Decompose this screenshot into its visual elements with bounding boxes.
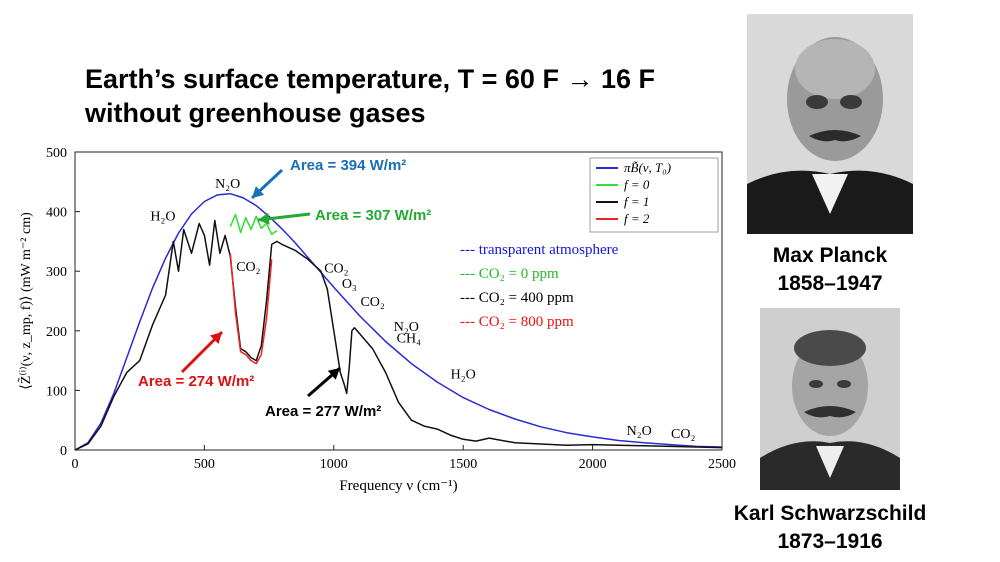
y-axis-label: ⟨Z̃⁽ⁱ⁾(ν, z_mp, f)⟩ (mW m⁻² cm) (17, 212, 34, 390)
band-label: CO₂ (360, 295, 384, 310)
portrait-max-planck (747, 14, 913, 234)
portrait-years: 1873–1916 (777, 530, 883, 553)
series-line-1 (229, 213, 278, 235)
portrait-karl-schwarzschild (760, 308, 900, 490)
series-line-0 (74, 192, 723, 451)
annotation-arrow-head (327, 368, 340, 380)
annotation-arrow-head (252, 186, 265, 198)
annotation-label: Area = 274 W/m² (138, 373, 254, 390)
legend-label: f = 0 (624, 177, 650, 192)
annotation-arrow-head (210, 332, 222, 344)
series-line-3 (229, 253, 273, 365)
text-legend-entry: --- CO₂ = 0 ppm (460, 266, 559, 282)
x-tick-label: 2000 (579, 457, 607, 472)
y-tick-label: 300 (46, 265, 67, 280)
band-label: O₃ (342, 277, 357, 292)
band-label: N₂O (215, 177, 240, 192)
legend-label: πB̃(ν, T₀) (624, 160, 671, 175)
legend-label: f = 2 (624, 211, 650, 226)
band-label: CO₂ (236, 260, 260, 275)
band-label: CH₄ (397, 332, 421, 347)
slide-title: Earth’s surface temperature, T = 60 F → … (85, 62, 655, 130)
x-tick-label: 0 (72, 457, 79, 472)
band-label: H₂O (150, 210, 175, 225)
x-tick-label: 1000 (320, 457, 348, 472)
x-tick-label: 2500 (708, 457, 736, 472)
annotation-label: Area = 307 W/m² (315, 207, 431, 224)
band-label: N₂O (627, 424, 652, 439)
plot-frame (74, 151, 723, 451)
annotation-label: Area = 277 W/m² (265, 403, 381, 420)
x-axis-label: Frequency ν (cm⁻¹) (339, 478, 457, 494)
title-part-2: 16 F (600, 64, 655, 94)
title-line-2: without greenhouse gases (85, 98, 426, 128)
x-tick-label: 500 (194, 457, 215, 472)
caption-karl-schwarzschild: Karl Schwarzschild 1873–1916 (700, 500, 960, 556)
text-legend-entry: --- transparent atmosphere (460, 242, 619, 258)
legend-label: f = 1 (624, 194, 649, 209)
annotation-label: Area = 394 W/m² (290, 157, 406, 174)
band-label: CO₂ (324, 261, 348, 276)
y-tick-label: 0 (60, 444, 67, 459)
band-label: N₂O (394, 320, 419, 335)
caption-max-planck: Max Planck 1858–1947 (745, 242, 915, 298)
annotation-arrow-head (258, 212, 270, 225)
y-tick-label: 400 (46, 206, 67, 221)
band-label: H₂O (451, 367, 476, 382)
portrait-name: Karl Schwarzschild (733, 502, 927, 525)
x-tick-label: 1500 (449, 457, 477, 472)
y-tick-label: 100 (46, 384, 67, 399)
text-legend-entry: --- CO₂ = 800 ppm (460, 314, 574, 330)
band-label: CO₂ (671, 427, 695, 442)
y-tick-label: 500 (46, 146, 67, 161)
portrait-years: 1858–1947 (777, 272, 883, 295)
title-line-1: Earth’s surface temperature, T = 60 F → … (85, 62, 655, 96)
series-line-2 (74, 219, 723, 451)
spectrum-chart: 0 500 1000 1500 2000 2500 0 100 200 300 400 500 Freq… (17, 146, 736, 494)
portrait-name: Max Planck (772, 244, 888, 267)
text-legend-entry: --- CO₂ = 400 ppm (460, 290, 574, 306)
title-arrow: → (566, 64, 594, 94)
title-part-1: Earth’s surface temperature, T = 60 F (85, 64, 559, 94)
y-tick-label: 200 (46, 325, 67, 340)
